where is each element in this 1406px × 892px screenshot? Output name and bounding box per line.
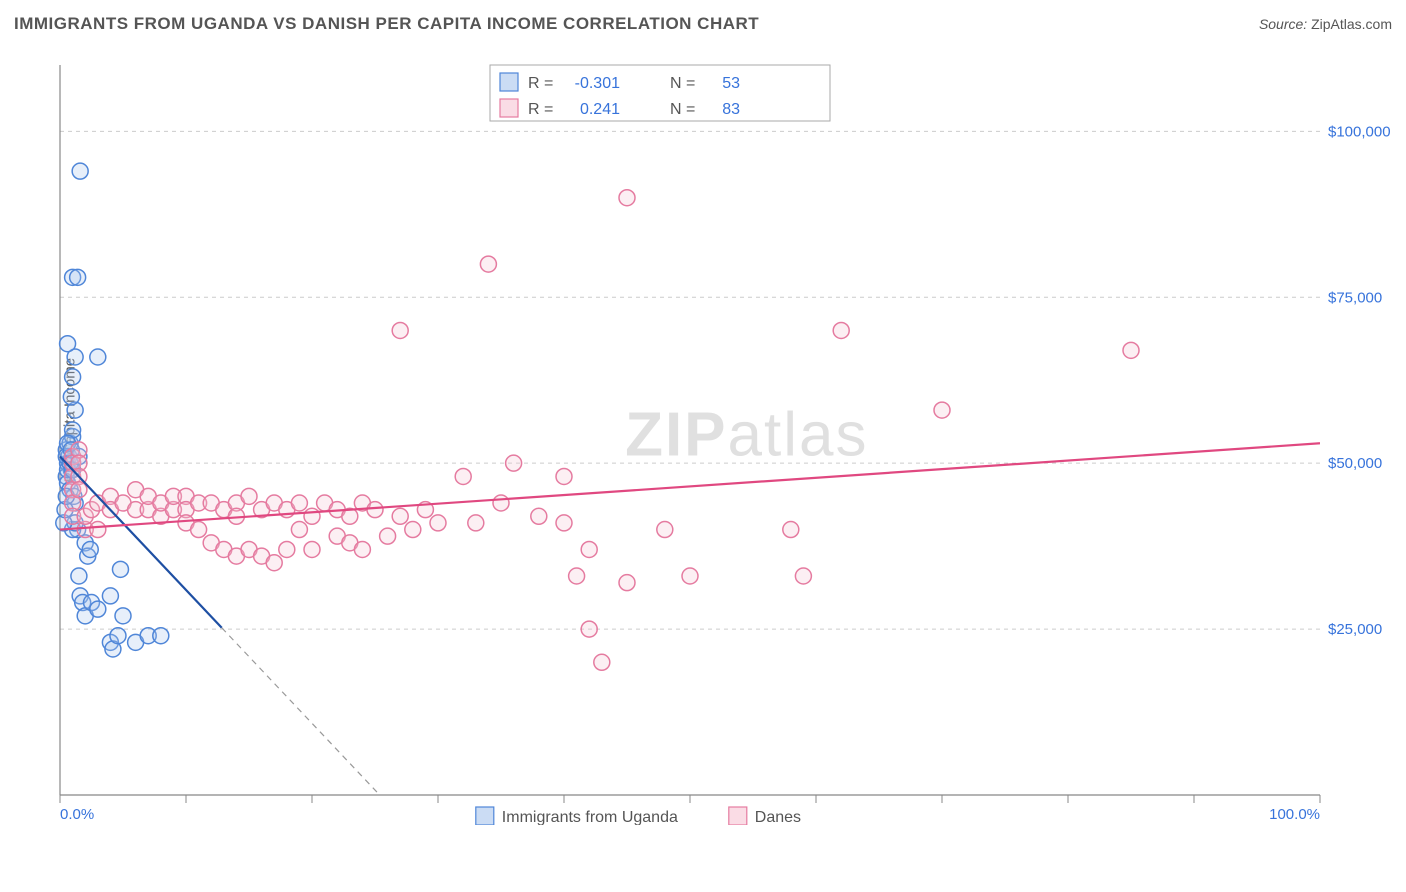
svg-text:R =: R = xyxy=(528,101,553,118)
data-point xyxy=(291,495,307,511)
bottom-legend: Immigrants from Uganda Danes xyxy=(476,807,801,825)
data-point xyxy=(65,369,81,385)
data-point xyxy=(934,402,950,418)
data-point xyxy=(556,515,572,531)
data-point xyxy=(795,568,811,584)
y-tick-label: $100,000 xyxy=(1328,123,1390,140)
data-point xyxy=(367,502,383,518)
data-point xyxy=(72,163,88,179)
data-point xyxy=(90,349,106,365)
data-point xyxy=(594,654,610,670)
data-point xyxy=(783,522,799,538)
data-point xyxy=(60,336,76,352)
svg-text:53: 53 xyxy=(722,75,740,92)
data-point xyxy=(191,522,207,538)
data-point xyxy=(392,508,408,524)
svg-text:83: 83 xyxy=(722,101,740,118)
x-tick-label: 100.0% xyxy=(1269,806,1320,823)
data-point xyxy=(1123,342,1139,358)
svg-text:-0.301: -0.301 xyxy=(575,75,620,92)
y-tick-label: $25,000 xyxy=(1328,621,1382,638)
data-point xyxy=(291,522,307,538)
series-0 xyxy=(56,163,169,657)
data-point xyxy=(405,522,421,538)
data-point xyxy=(392,322,408,338)
data-point xyxy=(90,522,106,538)
y-tick-label: $75,000 xyxy=(1328,289,1382,306)
data-point xyxy=(480,256,496,272)
data-point xyxy=(279,541,295,557)
data-point xyxy=(63,389,79,405)
data-point xyxy=(430,515,446,531)
legend-label: Immigrants from Uganda xyxy=(502,809,678,825)
data-point xyxy=(556,468,572,484)
data-point xyxy=(115,608,131,624)
svg-text:R =: R = xyxy=(528,75,553,92)
data-point xyxy=(581,541,597,557)
data-point xyxy=(71,568,87,584)
data-point xyxy=(90,601,106,617)
data-point xyxy=(70,269,86,285)
data-point xyxy=(304,541,320,557)
data-point xyxy=(619,575,635,591)
data-point xyxy=(304,508,320,524)
data-point xyxy=(266,555,282,571)
stats-legend: R = -0.301 N = 53 R = 0.241 N = 83 xyxy=(490,65,830,121)
data-point xyxy=(531,508,547,524)
data-point xyxy=(619,190,635,206)
data-point xyxy=(71,482,87,498)
x-tick-label: 0.0% xyxy=(60,806,94,823)
data-point xyxy=(569,568,585,584)
data-point xyxy=(380,528,396,544)
data-point xyxy=(581,621,597,637)
series-1 xyxy=(65,190,1139,671)
data-point xyxy=(241,488,257,504)
data-point xyxy=(102,588,118,604)
data-point xyxy=(112,561,128,577)
svg-text:N =: N = xyxy=(670,75,695,92)
data-point xyxy=(506,455,522,471)
svg-text:N =: N = xyxy=(670,101,695,118)
data-point xyxy=(153,628,169,644)
scatter-plot: $25,000 $50,000 $75,000 $100,000 0.0% 100.0% Z… xyxy=(50,55,1390,825)
data-point xyxy=(82,541,98,557)
data-point xyxy=(493,495,509,511)
chart-title: IMMIGRANTS FROM UGANDA VS DANISH PER CAP… xyxy=(14,14,759,33)
data-point xyxy=(833,322,849,338)
watermark: ZIPatlas xyxy=(625,400,868,469)
y-tick-label: $50,000 xyxy=(1328,455,1382,472)
svg-text:0.241: 0.241 xyxy=(580,101,620,118)
data-point xyxy=(455,468,471,484)
data-point xyxy=(110,628,126,644)
data-point xyxy=(657,522,673,538)
data-point xyxy=(682,568,698,584)
source-credit: Source: ZipAtlas.com xyxy=(1259,16,1392,32)
trend-line-dashed xyxy=(222,628,380,795)
data-point xyxy=(468,515,484,531)
legend-label: Danes xyxy=(755,809,801,825)
data-point xyxy=(354,541,370,557)
